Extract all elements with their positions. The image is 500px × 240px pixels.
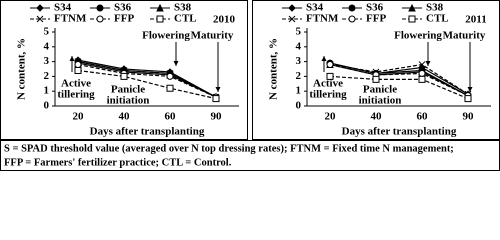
legend-marker <box>36 15 44 23</box>
y-tick-label: 5 <box>296 26 302 38</box>
legend-marker <box>288 4 296 12</box>
legend-marker <box>348 4 356 12</box>
y-tick-label: 1 <box>44 85 50 97</box>
x-tick-label: 60 <box>417 111 429 123</box>
annotation: initiation <box>107 95 150 107</box>
arrow-head <box>467 87 473 92</box>
legend-marker <box>156 3 164 12</box>
legend-marker <box>36 4 44 12</box>
x-axis-label: Days after transplanting <box>90 126 205 138</box>
arrow-head <box>215 87 221 92</box>
arrow-head <box>173 61 179 66</box>
annotation: Panicle <box>363 84 397 96</box>
x-tick-label: 20 <box>73 111 85 123</box>
y-tick-label: 3 <box>44 55 50 67</box>
legend-marker <box>96 15 104 23</box>
caption-line: FFP = Farmers' fertilizer practice; CTL … <box>4 157 232 168</box>
annotation: tillering <box>57 89 95 101</box>
x-tick-label: 40 <box>371 111 383 123</box>
arrow-head <box>321 56 327 61</box>
x-axis-label: Days after transplanting <box>342 126 457 138</box>
marker <box>74 66 82 74</box>
y-axis-label: N content, % <box>268 38 280 100</box>
y-axis-label: N content, % <box>16 38 28 100</box>
y-tick-label: 1 <box>296 85 302 97</box>
legend-label: FFP <box>366 13 386 25</box>
series-line <box>77 63 217 98</box>
marker <box>120 72 128 80</box>
annotation: Maturity <box>443 30 486 42</box>
annotation: Active <box>61 78 91 90</box>
legend-label: S36 <box>114 2 132 14</box>
caption-line: S = SPAD threshold value (averaged over … <box>4 143 454 154</box>
legend-label: S34 <box>54 2 72 14</box>
year-label: 2010 <box>213 14 236 26</box>
marker <box>418 69 426 77</box>
marker <box>326 61 334 69</box>
series-line <box>77 59 217 98</box>
y-tick-label: 0 <box>296 100 302 112</box>
legend-label: FTNM <box>306 13 339 25</box>
marker <box>464 95 472 103</box>
annotation: initiation <box>359 95 402 107</box>
legend-marker <box>156 15 164 23</box>
x-tick-label: 90 <box>463 111 475 123</box>
panel-frame <box>0 0 248 140</box>
annotation: tillering <box>309 89 347 101</box>
legend-label: FTNM <box>54 13 87 25</box>
arrow-head <box>69 56 75 61</box>
annotation: Flowering <box>142 30 190 42</box>
series-line <box>329 62 469 97</box>
x-tick-label: 60 <box>165 111 177 123</box>
annotation: Maturity <box>191 30 234 42</box>
legend-marker <box>96 4 104 12</box>
y-tick-label: 4 <box>296 40 302 52</box>
marker <box>326 72 334 80</box>
marker <box>372 75 380 83</box>
legend-label: S34 <box>306 2 324 14</box>
series-line <box>77 62 217 98</box>
legend-label: FFP <box>114 13 134 25</box>
series-line <box>77 69 217 100</box>
marker <box>212 95 220 103</box>
legend-marker <box>408 3 416 12</box>
annotation: Flowering <box>394 30 442 42</box>
annotation: Active <box>313 78 343 90</box>
arrow-head <box>425 61 431 66</box>
legend-label: CTL <box>174 13 197 25</box>
legend-label: S38 <box>426 2 444 14</box>
series-line <box>77 61 217 98</box>
legend-marker <box>408 15 416 23</box>
marker <box>166 84 174 92</box>
legend-label: CTL <box>426 13 449 25</box>
year-label: 2011 <box>465 14 486 26</box>
legend-label: S36 <box>366 2 384 14</box>
marker <box>418 61 426 68</box>
legend-marker <box>348 15 356 23</box>
y-tick-label: 3 <box>296 55 302 67</box>
series-line <box>329 63 469 97</box>
y-tick-label: 4 <box>44 40 50 52</box>
y-tick-label: 0 <box>44 100 50 112</box>
x-tick-label: 20 <box>325 111 337 123</box>
y-tick-label: 2 <box>296 70 302 82</box>
legend-marker <box>288 15 296 23</box>
legend-label: S38 <box>174 2 192 14</box>
annotation: Panicle <box>111 84 145 96</box>
y-tick-label: 5 <box>44 26 50 38</box>
marker <box>166 72 174 80</box>
y-tick-label: 2 <box>44 70 50 82</box>
x-tick-label: 40 <box>119 111 131 123</box>
x-tick-label: 90 <box>211 111 223 123</box>
series-line <box>329 63 469 95</box>
marker <box>418 75 426 83</box>
series-line <box>329 63 469 97</box>
series-line <box>329 75 469 100</box>
figure: S = SPAD threshold value (averaged over … <box>0 0 500 171</box>
marker <box>74 61 82 69</box>
